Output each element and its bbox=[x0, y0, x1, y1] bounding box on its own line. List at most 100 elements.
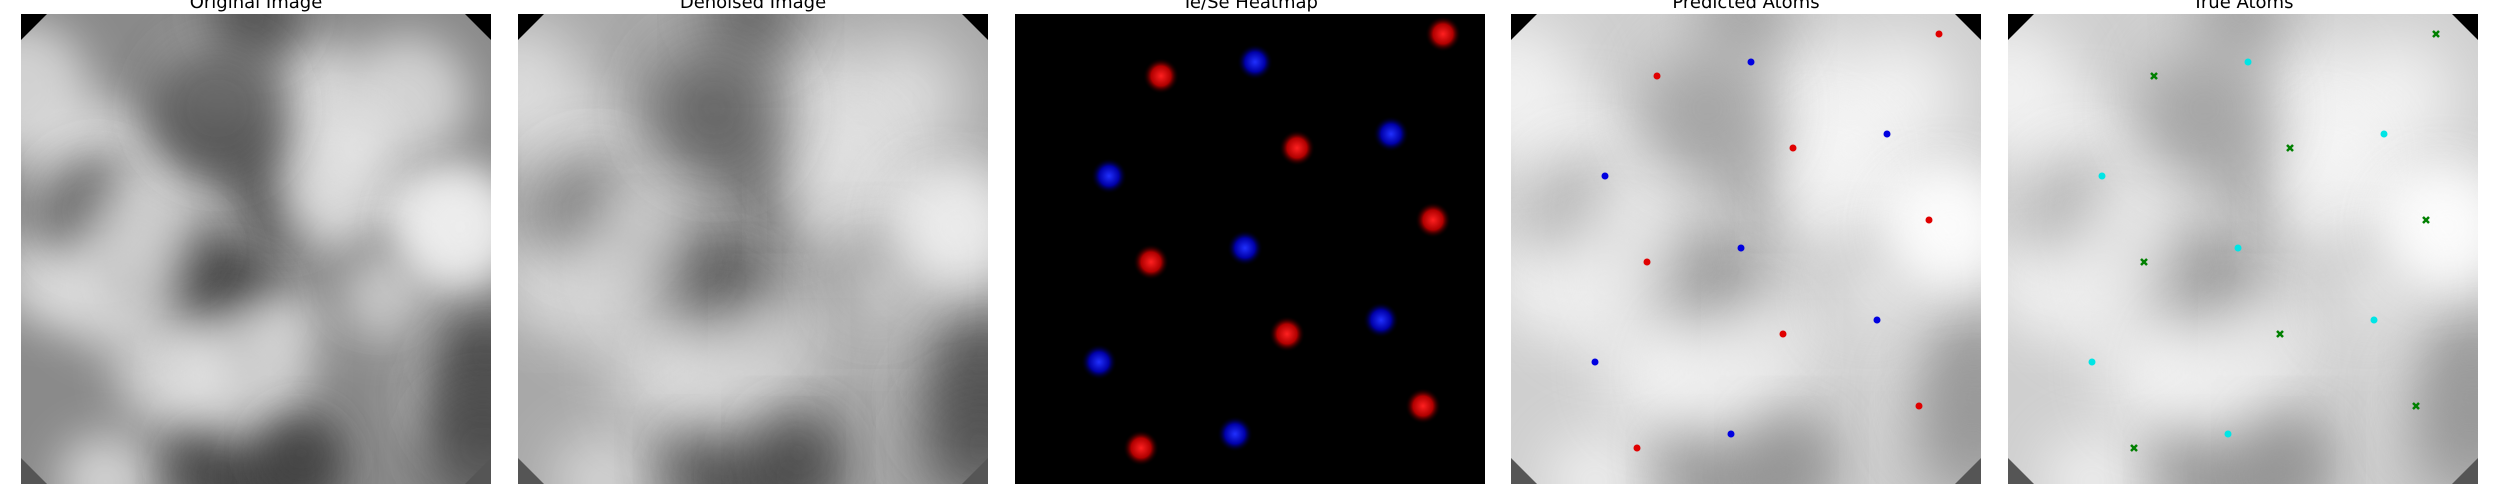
atom-marker bbox=[2224, 430, 2232, 438]
image-blob bbox=[148, 39, 287, 178]
atom-marker bbox=[2234, 244, 2242, 252]
corner bbox=[2008, 458, 2034, 484]
image-blob bbox=[177, 435, 260, 484]
image-blob bbox=[48, 217, 183, 352]
image-blob bbox=[934, 307, 988, 401]
image-blob bbox=[1778, 167, 1865, 255]
corner bbox=[518, 458, 544, 484]
atom-marker bbox=[1747, 58, 1755, 66]
atom-marker bbox=[1873, 316, 1881, 324]
image-blob bbox=[1812, 110, 1890, 187]
image-blob bbox=[1664, 307, 1800, 443]
image-panel bbox=[1015, 14, 1485, 484]
panel-title: Predicted Atoms bbox=[1672, 0, 1819, 13]
image-blob bbox=[2161, 307, 2297, 443]
heatmap-blob bbox=[1091, 158, 1127, 194]
image-blob bbox=[2389, 169, 2478, 285]
panel-title: Denoised Image bbox=[680, 0, 826, 13]
atom-marker bbox=[2432, 30, 2440, 38]
heatmap-blob bbox=[1425, 16, 1461, 52]
atom-marker bbox=[2150, 72, 2158, 80]
image-blob bbox=[1511, 20, 1581, 160]
image-blob bbox=[2424, 307, 2478, 401]
atom-marker bbox=[1883, 130, 1891, 138]
image-blob bbox=[759, 414, 838, 484]
atom-marker bbox=[2130, 444, 2138, 452]
image-blob bbox=[819, 110, 897, 187]
image-blob bbox=[288, 167, 375, 255]
heatmap-blob bbox=[1279, 130, 1315, 166]
atom-marker bbox=[1935, 30, 1943, 38]
atom-marker bbox=[1789, 144, 1797, 152]
image-blob bbox=[785, 167, 872, 255]
image-blob bbox=[2408, 385, 2478, 484]
heatmap-blob bbox=[1405, 388, 1441, 424]
atom-marker bbox=[1591, 358, 1599, 366]
corner bbox=[1511, 458, 1537, 484]
heatmap-blob bbox=[1237, 44, 1273, 80]
heatmap-blob bbox=[1217, 416, 1253, 452]
heatmap-blob bbox=[1143, 58, 1179, 94]
atom-marker bbox=[2088, 358, 2096, 366]
image-blob bbox=[2008, 20, 2078, 160]
corner bbox=[21, 458, 47, 484]
atom-marker bbox=[2380, 130, 2388, 138]
image-blob bbox=[2249, 414, 2328, 484]
corner bbox=[2452, 458, 2478, 484]
image-panel bbox=[2008, 14, 2478, 484]
image-blob bbox=[1638, 39, 1777, 178]
atom-marker bbox=[2422, 216, 2430, 224]
atom-marker bbox=[2244, 58, 2252, 66]
heatmap-blob bbox=[1373, 116, 1409, 152]
image-panel bbox=[1511, 14, 1981, 484]
atom-marker bbox=[2286, 144, 2294, 152]
atom-marker bbox=[2140, 258, 2148, 266]
image-blob bbox=[918, 385, 988, 484]
image-blob bbox=[21, 20, 91, 160]
image-blob bbox=[1547, 434, 1643, 484]
image-blob bbox=[1823, 246, 1921, 343]
panel-title: Original Image bbox=[190, 0, 323, 13]
image-blob bbox=[333, 246, 431, 343]
image-blob bbox=[1911, 385, 1981, 484]
image-panel bbox=[518, 14, 988, 484]
atom-marker bbox=[1601, 172, 1609, 180]
atom-marker bbox=[1925, 216, 1933, 224]
image-blob bbox=[437, 307, 491, 401]
panel-title: Te/Se Heatmap bbox=[1181, 0, 1318, 13]
heatmap-blob bbox=[1081, 344, 1117, 380]
image-blob bbox=[57, 434, 153, 484]
image-blob bbox=[421, 385, 491, 484]
corner bbox=[465, 458, 491, 484]
image-blob bbox=[830, 246, 928, 343]
corner bbox=[465, 14, 491, 40]
image-blob bbox=[2135, 39, 2274, 178]
heatmap-blob bbox=[1227, 230, 1263, 266]
heatmap-blob bbox=[1133, 244, 1169, 280]
image-blob bbox=[2044, 434, 2140, 484]
atom-marker bbox=[2370, 316, 2378, 324]
corner bbox=[2452, 14, 2478, 40]
image-blob bbox=[174, 307, 310, 443]
image-blob bbox=[518, 20, 588, 160]
corner bbox=[518, 14, 544, 40]
image-blob bbox=[1538, 217, 1673, 352]
heatmap-blob bbox=[1123, 430, 1159, 466]
corner bbox=[962, 14, 988, 40]
corner bbox=[1955, 14, 1981, 40]
image-blob bbox=[545, 217, 680, 352]
corner bbox=[21, 14, 47, 40]
heatmap-blob bbox=[1363, 302, 1399, 338]
atom-marker bbox=[1653, 72, 1661, 80]
atom-marker bbox=[1737, 244, 1745, 252]
image-blob bbox=[2309, 110, 2387, 187]
heatmap-blob bbox=[1415, 202, 1451, 238]
image-blob bbox=[674, 435, 757, 484]
image-blob bbox=[262, 414, 341, 484]
image-blob bbox=[1752, 414, 1831, 484]
atom-marker bbox=[2276, 330, 2284, 338]
corner bbox=[2008, 14, 2034, 40]
atom-marker bbox=[2412, 402, 2420, 410]
image-blob bbox=[645, 39, 784, 178]
